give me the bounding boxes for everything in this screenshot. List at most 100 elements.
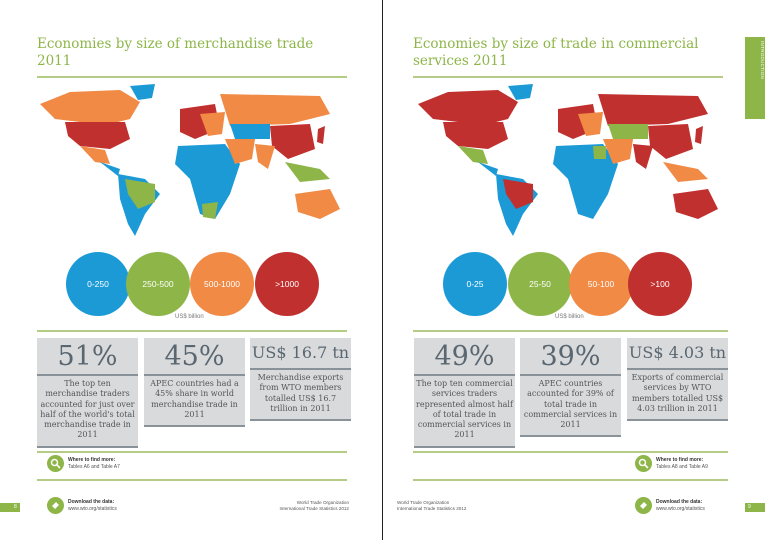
download-url[interactable]: www.wto.org/statistics (68, 505, 117, 512)
divider (37, 330, 347, 332)
stat-box: US$ 16.7 tn Merchandise exports from WTO … (250, 338, 351, 422)
footer-org: World Trade Organization (296, 500, 349, 505)
map-usa (443, 122, 508, 149)
footer-credit: World Trade Organization International Tr… (397, 500, 466, 512)
stat-text: Exports of commercial services by WTO me… (627, 370, 728, 422)
map-australia (673, 189, 718, 219)
map-africa (175, 144, 240, 219)
stat-value: 45% (144, 338, 245, 376)
section-tab[interactable]: INTRODUCTION (745, 37, 765, 119)
download-title: Download the data: (68, 499, 115, 505)
page-title: Economies by size of merchandise trade 2… (37, 36, 314, 69)
stat-value: 51% (37, 338, 138, 376)
map-russia (598, 94, 708, 126)
divider (37, 451, 347, 453)
stat-box: US$ 4.03 tn Exports of commercial service… (627, 338, 728, 422)
map-south-africa (202, 202, 218, 219)
map-mexico (80, 146, 110, 164)
footer-publication: International Trade Statistics 2012 (397, 506, 467, 511)
legend-item: 0-250 (66, 252, 130, 316)
map-china (648, 124, 693, 159)
map-india (633, 144, 653, 169)
download-url[interactable]: www.wto.org/statistics (656, 505, 705, 512)
stat-box: 39% APEC countries accounted for 39% of t… (520, 338, 621, 438)
search-icon (47, 455, 64, 472)
map-usa (65, 122, 130, 149)
stat-value: 49% (414, 338, 515, 376)
page-number: 9 (745, 503, 765, 512)
legend-item: >100 (628, 252, 692, 316)
download-data[interactable]: Download the data: www.wto.org/statistics (635, 497, 705, 514)
map-africa (553, 144, 618, 219)
download-title: Download the data: (656, 499, 703, 505)
legend-item: 50-100 (569, 252, 633, 316)
download-data[interactable]: Download the data: www.wto.org/statistics (47, 497, 117, 514)
world-map-merchandise (40, 84, 340, 236)
map-russia (220, 94, 330, 126)
download-tag-icon (635, 497, 652, 514)
map-europe-2 (200, 112, 225, 136)
find-text: Tables A6 and Table A7 (68, 463, 120, 470)
divider (413, 76, 723, 78)
legend-item: 0-25 (443, 252, 507, 316)
map-se-asia (285, 162, 330, 182)
map-japan (317, 126, 325, 144)
map-brazil (503, 179, 533, 209)
legend-item: 500-1000 (190, 252, 254, 316)
legend-item: 25-50 (508, 252, 572, 316)
footer-publication: International Trade Statistics 2012 (279, 506, 349, 511)
find-title: Where to find more: (656, 457, 704, 463)
map-central-america (100, 162, 120, 176)
page-title: Economies by size of trade in commercial… (413, 36, 699, 69)
divider (413, 479, 728, 481)
map-australia (295, 189, 340, 219)
search-icon (635, 455, 652, 472)
find-title: Where to find more: (68, 457, 116, 463)
stat-value: US$ 16.7 tn (250, 338, 351, 370)
divider (413, 330, 728, 332)
footer-credit: World Trade Organization International Tr… (280, 500, 349, 512)
divider (413, 451, 728, 453)
stat-text: The top ten merchandise traders accounte… (37, 376, 138, 448)
where-to-find: Where to find more: Tables A6 and Table A… (47, 455, 120, 472)
stat-box: 49% The top ten commercial services trade… (414, 338, 515, 448)
download-tag-icon (47, 497, 64, 514)
unit-label: US$ billion (175, 314, 204, 320)
map-middle-east (603, 139, 633, 164)
map-greenland (130, 84, 155, 100)
footer-org: World Trade Organization (397, 500, 450, 505)
legend-item: >1000 (255, 252, 319, 316)
where-to-find: Where to find more: Tables A8 and Table A… (635, 455, 708, 472)
stat-text: The top ten commercial services traders … (414, 376, 515, 448)
stat-value: 39% (520, 338, 621, 376)
map-north-africa (593, 146, 606, 159)
map-canada (40, 90, 140, 124)
stat-value: US$ 4.03 tn (627, 338, 728, 370)
legend-item: 250-500 (126, 252, 190, 316)
find-text: Tables A8 and Table A9 (656, 463, 708, 470)
stat-text: APEC countries accounted for 39% of tota… (520, 376, 621, 438)
map-central-asia (230, 124, 270, 139)
map-greenland (508, 84, 533, 100)
map-central-asia (608, 124, 648, 139)
stat-box: 45% APEC countries had a 45% share in wor… (144, 338, 245, 428)
world-map-services (418, 84, 718, 236)
map-canada (418, 90, 518, 124)
stat-text: APEC countries had a 45% share in world … (144, 376, 245, 428)
map-china (270, 124, 315, 159)
right-page: Economies by size of trade in commercial… (383, 0, 765, 540)
left-page: Economies by size of merchandise trade 2… (0, 0, 383, 540)
map-mexico (458, 146, 488, 164)
map-brazil (125, 179, 155, 209)
map-japan (695, 126, 703, 144)
divider (37, 479, 347, 481)
page-number: 8 (0, 503, 20, 512)
divider (37, 76, 347, 78)
map-middle-east (225, 139, 255, 164)
map-se-asia (663, 162, 708, 182)
stat-text: Merchandise exports from WTO members tot… (250, 370, 351, 422)
stat-box: 51% The top ten merchandise traders accou… (37, 338, 138, 448)
map-europe-2 (578, 112, 603, 136)
map-india (255, 144, 275, 169)
unit-label: US$ billion (555, 314, 584, 320)
